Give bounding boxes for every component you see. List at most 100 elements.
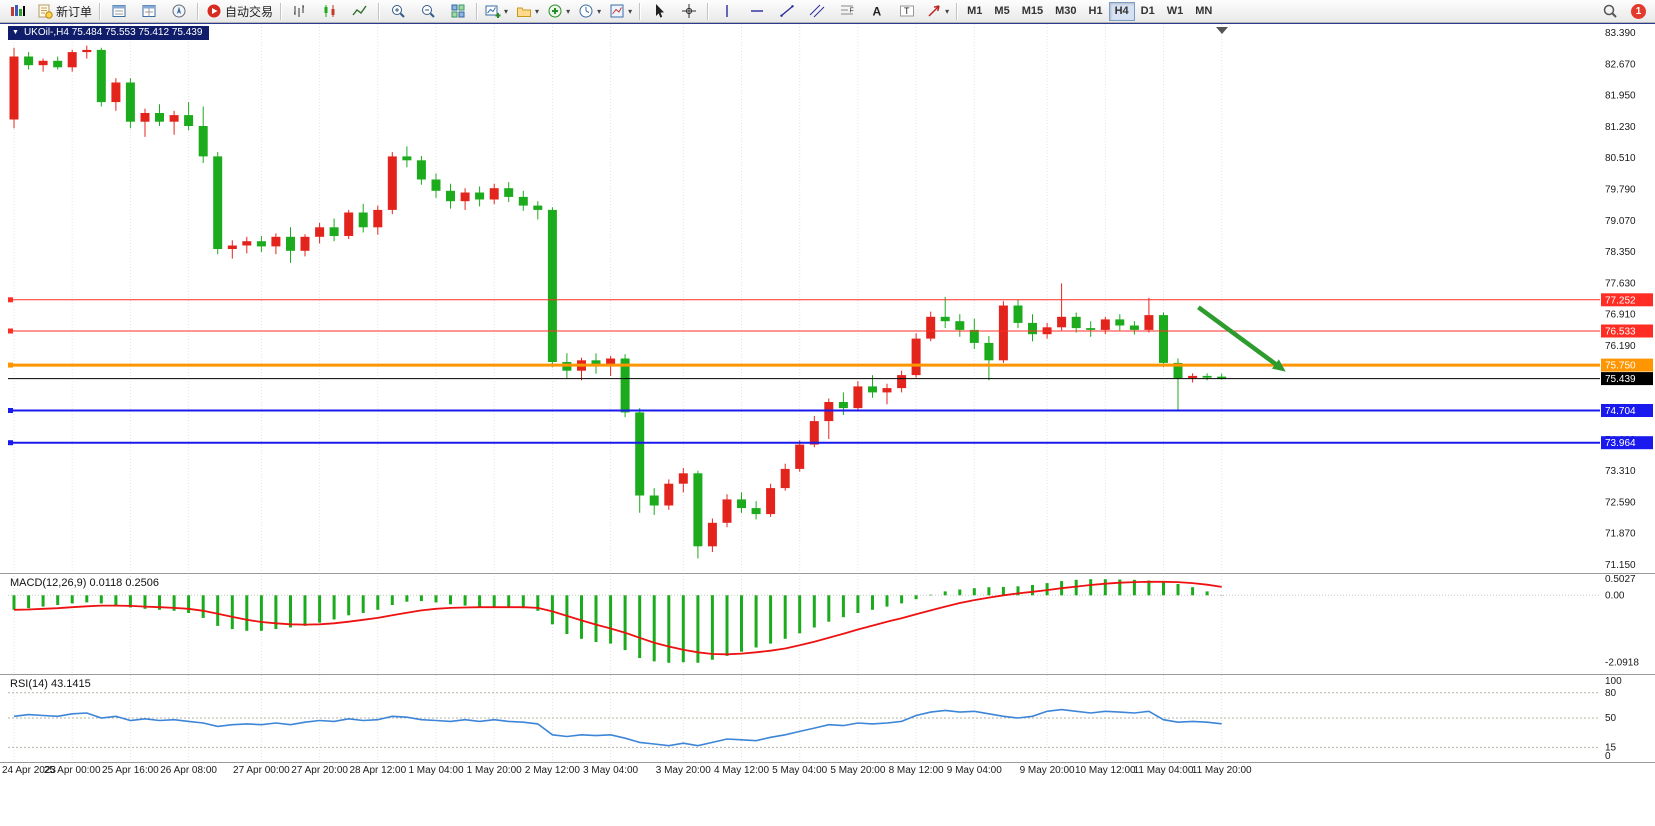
candle [766, 483, 776, 517]
templates-dropdown[interactable]: ▾ [605, 0, 636, 22]
zoom-out-icon [422, 5, 435, 18]
candle [1173, 358, 1183, 411]
horizontal-line-tool[interactable] [742, 0, 772, 22]
candle [213, 152, 223, 255]
trendline-tool[interactable] [772, 0, 802, 22]
tile-windows-button[interactable] [443, 0, 473, 22]
profiles-dropdown[interactable]: ▾ [512, 0, 543, 22]
crosshair-button[interactable] [674, 0, 704, 22]
timeframe-D1[interactable]: D1 [1140, 5, 1155, 17]
toolbar-separator [639, 2, 642, 20]
candle [882, 383, 892, 405]
channel-icon [809, 4, 825, 18]
price-horizontal-line[interactable] [8, 440, 1600, 446]
candle-chart-button[interactable] [315, 0, 345, 22]
dropdown-caret-icon: ▾ [945, 6, 950, 16]
timeframe-M15[interactable]: M15 [1021, 5, 1044, 17]
timeframe-M30[interactable]: M30 [1055, 5, 1077, 17]
time-tick-label: 1 May 20:00 [467, 765, 522, 776]
autotrading-icon [207, 4, 221, 18]
timeframe-H1[interactable]: H1 [1088, 5, 1103, 17]
navigator-button[interactable] [164, 0, 194, 22]
market-watch-button[interactable] [104, 0, 134, 22]
label-tool[interactable]: T [892, 0, 922, 22]
indicators-dropdown[interactable]: ▾ [543, 0, 574, 22]
timeframe-W1[interactable]: W1 [1166, 5, 1184, 17]
line-handle[interactable] [8, 297, 13, 303]
timeframe-M1[interactable]: M1 [967, 5, 983, 17]
vertical-line-tool[interactable] [712, 0, 742, 22]
candle [111, 78, 121, 111]
window-menu-icon[interactable]: ▼ [12, 29, 19, 36]
line-handle[interactable] [8, 408, 13, 413]
svg-text:76.533: 76.533 [1605, 327, 1636, 338]
time-tick-label: 11 May 20:00 [1192, 765, 1252, 776]
text-tool[interactable]: A [862, 0, 892, 22]
rsi-axis-label: 80 [1605, 688, 1617, 699]
arrows-dropdown[interactable]: ▾ [922, 0, 953, 22]
candle [402, 146, 412, 168]
autotrading-button[interactable]: 自动交易 [202, 0, 277, 22]
time-tick-label: 24 Apr 2023 [2, 765, 56, 776]
price-horizontal-line[interactable] [8, 408, 1600, 413]
candle [140, 108, 150, 137]
line-handle[interactable] [8, 440, 13, 446]
chart-shift-marker[interactable] [1216, 27, 1228, 34]
candle [198, 106, 208, 163]
candle [751, 501, 761, 520]
price-tick-label: 77.630 [1605, 278, 1636, 289]
price-horizontal-line[interactable] [8, 297, 1600, 303]
candle [1100, 316, 1110, 335]
price-horizontal-line[interactable] [8, 328, 1600, 334]
search-icon [1603, 4, 1617, 18]
data-window-icon [142, 5, 156, 17]
candle [780, 463, 790, 491]
data-window-button[interactable] [134, 0, 164, 22]
line-handle[interactable] [8, 362, 13, 368]
timeframe-MN[interactable]: MN [1195, 5, 1213, 17]
toolbar-separator [707, 2, 710, 20]
trend-arrow[interactable] [1197, 305, 1286, 372]
candle [853, 381, 863, 411]
periods-dropdown[interactable]: ▾ [574, 0, 605, 22]
bar-chart-button[interactable] [285, 0, 315, 22]
fibonacci-tool[interactable]: F [832, 0, 862, 22]
terminal-logo-icon [11, 5, 25, 16]
zoom-out-button[interactable] [413, 0, 443, 22]
zoom-in-button[interactable] [383, 0, 413, 22]
candle [184, 102, 194, 131]
candle [9, 47, 19, 129]
macd-indicator-label: MACD(12,26,9) 0.0118 0.2506 [10, 577, 159, 589]
notification-badge[interactable]: 1 [1631, 3, 1646, 19]
bar-chart-icon [294, 5, 305, 17]
chart-window-title: ▼ UKOil-,H4 75.484 75.553 75.412 75.439 [8, 26, 210, 40]
cursor-button[interactable] [644, 0, 674, 22]
line-handle[interactable] [8, 328, 13, 334]
timeframe-H4[interactable]: H4 [1108, 1, 1135, 21]
price-tick-label: 79.790 [1605, 185, 1636, 196]
time-tick-label: 8 May 12:00 [889, 765, 944, 776]
candle [1115, 314, 1125, 331]
candle [824, 398, 834, 439]
toolbar-separator [956, 2, 959, 20]
fibonacci-icon: F [841, 5, 854, 15]
svg-text:75.439: 75.439 [1605, 374, 1636, 385]
timeframe-M5[interactable]: M5 [994, 5, 1010, 17]
candle [1013, 299, 1023, 329]
search-button[interactable] [1595, 0, 1625, 22]
candle [1028, 314, 1037, 342]
toolbar-separator [99, 2, 102, 20]
autotrading-button-label: 自动交易 [225, 4, 274, 19]
channel-tool[interactable] [802, 0, 832, 22]
price-horizontal-line[interactable] [8, 362, 1600, 368]
macd-axis-label: -2.0918 [1605, 658, 1639, 669]
rsi-axis-label: 50 [1605, 713, 1617, 724]
new-order-button[interactable]: 新订单 [33, 0, 96, 22]
new-chart-dropdown[interactable]: ▾ [481, 0, 512, 22]
candle [1202, 373, 1212, 381]
candle [1057, 283, 1067, 331]
templates-icon [610, 4, 624, 18]
line-chart-button[interactable] [345, 0, 375, 22]
crosshair-icon [682, 4, 697, 18]
